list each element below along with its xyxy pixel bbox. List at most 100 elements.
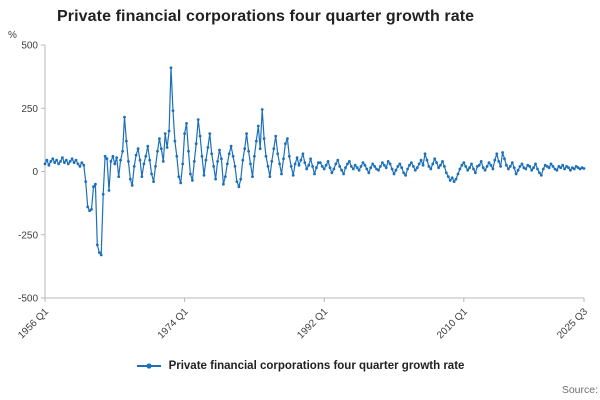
data-marker [241, 158, 245, 162]
data-marker [95, 243, 99, 247]
data-marker [169, 66, 173, 70]
data-marker [136, 147, 140, 151]
data-marker [462, 161, 466, 165]
data-marker [474, 171, 477, 175]
data-marker [313, 172, 316, 176]
data-marker [303, 161, 307, 165]
data-marker [578, 167, 582, 171]
data-marker [510, 161, 514, 165]
data-marker [49, 160, 53, 163]
data-marker [404, 173, 407, 177]
data-marker [61, 156, 64, 160]
source-text: Source: [561, 384, 598, 396]
data-marker [390, 167, 394, 171]
data-marker [388, 162, 392, 166]
data-marker [400, 166, 404, 170]
data-marker [185, 122, 188, 125]
x-tick-label: 2010 Q1 [435, 306, 470, 341]
data-marker [187, 149, 190, 153]
data-marker [320, 165, 324, 168]
data-marker [191, 179, 194, 182]
data-marker [198, 134, 202, 138]
y-tick-label: 250 [21, 104, 38, 115]
data-marker [373, 165, 376, 168]
data-marker [495, 152, 499, 156]
x-tick-label: 1956 Q1 [16, 306, 51, 341]
data-marker [132, 165, 136, 168]
data-marker [520, 162, 524, 166]
data-marker [282, 157, 285, 161]
y-tick-label: -250 [18, 230, 38, 241]
data-marker [268, 175, 272, 179]
data-marker [158, 137, 161, 141]
data-marker [396, 165, 400, 168]
data-marker [125, 139, 128, 143]
data-marker [92, 185, 95, 189]
data-marker [45, 158, 49, 162]
data-marker [161, 160, 165, 163]
data-marker [297, 163, 301, 167]
data-marker [514, 172, 518, 176]
data-marker [101, 192, 105, 196]
data-marker [574, 165, 578, 168]
data-marker [237, 185, 241, 189]
data-marker [299, 158, 303, 162]
data-marker [254, 139, 258, 143]
data-marker [534, 162, 537, 166]
data-marker [332, 167, 336, 171]
data-marker [351, 167, 355, 171]
data-marker [379, 165, 382, 168]
data-marker [192, 160, 196, 163]
data-marker [70, 157, 74, 161]
data-marker [561, 163, 565, 167]
data-marker [572, 167, 576, 171]
data-marker [437, 166, 440, 170]
data-marker [549, 162, 553, 166]
data-marker [43, 162, 47, 166]
data-marker [464, 165, 468, 168]
data-marker [270, 160, 274, 163]
data-marker [208, 132, 212, 136]
data-marker [183, 132, 187, 136]
data-marker [483, 168, 487, 172]
data-marker [111, 154, 115, 158]
data-marker [225, 162, 229, 166]
data-marker [429, 167, 433, 171]
data-marker [109, 160, 113, 163]
data-marker [541, 167, 545, 171]
data-marker [251, 175, 254, 179]
data-marker [235, 180, 239, 184]
data-marker [214, 177, 218, 181]
data-marker [454, 177, 458, 181]
data-marker [194, 142, 198, 146]
data-marker [472, 167, 475, 171]
data-marker [394, 168, 398, 172]
data-marker [72, 161, 76, 165]
data-marker [518, 165, 522, 168]
data-marker [342, 172, 345, 176]
data-marker [340, 168, 343, 172]
data-marker [222, 182, 225, 186]
data-marker [140, 175, 144, 179]
data-marker [276, 152, 280, 156]
data-marker [448, 179, 452, 182]
data-marker [311, 165, 314, 168]
data-marker [427, 165, 431, 168]
data-marker [55, 158, 58, 162]
data-marker [266, 165, 270, 168]
data-marker [369, 166, 373, 170]
data-marker [113, 162, 117, 166]
data-marker [284, 142, 287, 146]
data-marker [287, 154, 291, 158]
data-marker [86, 205, 90, 209]
data-marker [326, 160, 330, 163]
data-marker [165, 146, 169, 149]
data-marker [539, 173, 543, 177]
data-marker [171, 109, 175, 113]
data-marker [144, 154, 148, 158]
data-marker [468, 166, 471, 170]
data-marker [305, 167, 309, 171]
data-marker [408, 163, 411, 167]
data-marker [363, 163, 367, 167]
